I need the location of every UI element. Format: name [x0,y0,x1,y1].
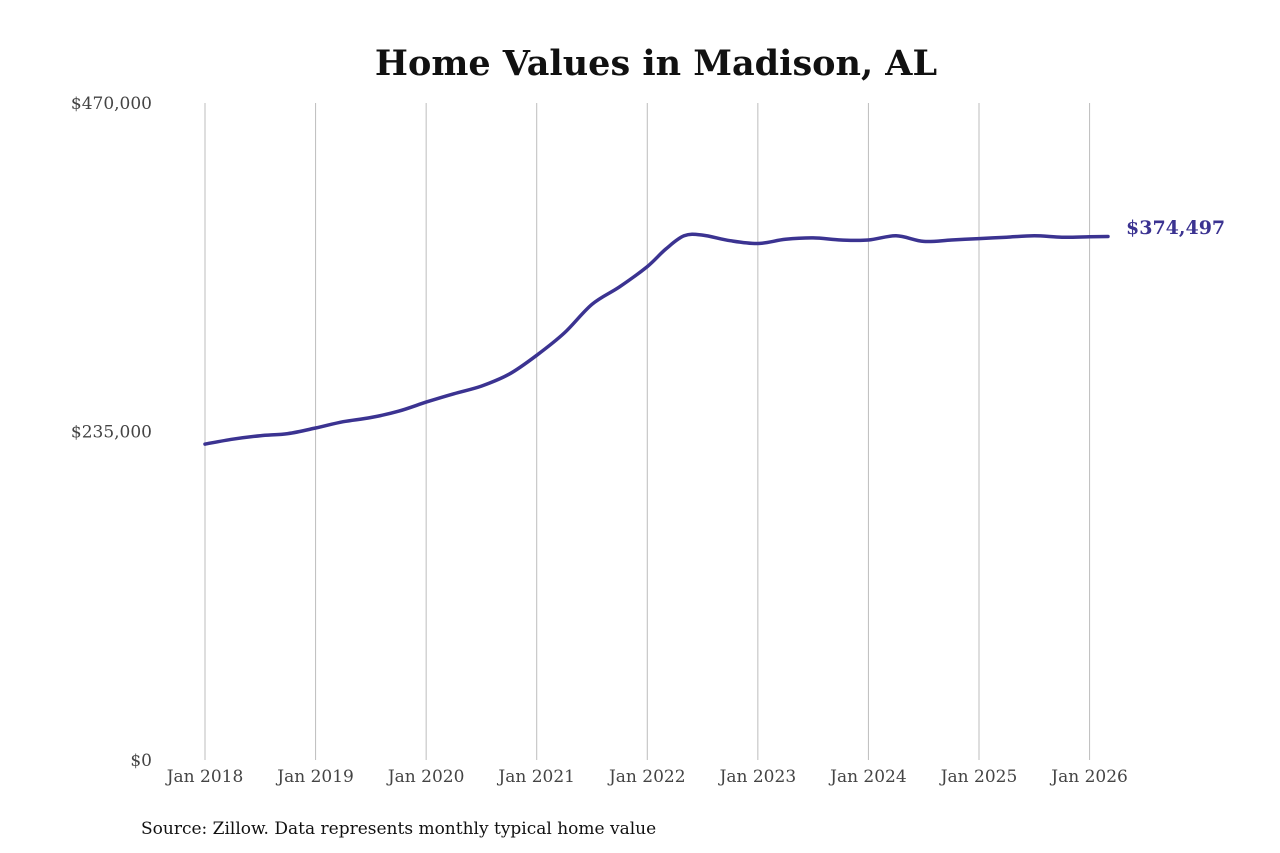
chart-title: Home Values in Madison, AL [375,43,937,84]
series-line [203,232,1110,446]
x-tick-label: Jan 2025 [939,767,1018,787]
x-tick-label: Jan 2022 [607,767,686,787]
y-tick-label: $0 [130,751,152,771]
x-tick-label: Jan 2024 [828,767,907,787]
y-axis-ticks: $0 $235,000 $470,000 [71,94,152,771]
y-tick-label: $470,000 [71,94,152,114]
x-tick-label: Jan 2019 [275,767,354,787]
y-tick-label: $235,000 [71,423,152,443]
x-tick-label: Jan 2026 [1049,767,1128,787]
x-tick-label: Jan 2018 [165,767,244,787]
grid-lines [204,103,1091,760]
source-note: Source: Zillow. Data represents monthly … [141,819,656,839]
end-value-label: $374,497 [1126,217,1225,239]
x-tick-label: Jan 2021 [496,767,575,787]
x-tick-label: Jan 2023 [718,767,797,787]
x-axis-ticks: Jan 2018 Jan 2019 Jan 2020 Jan 2021 Jan 2022… [165,767,1128,787]
x-tick-label: Jan 2020 [386,767,465,787]
